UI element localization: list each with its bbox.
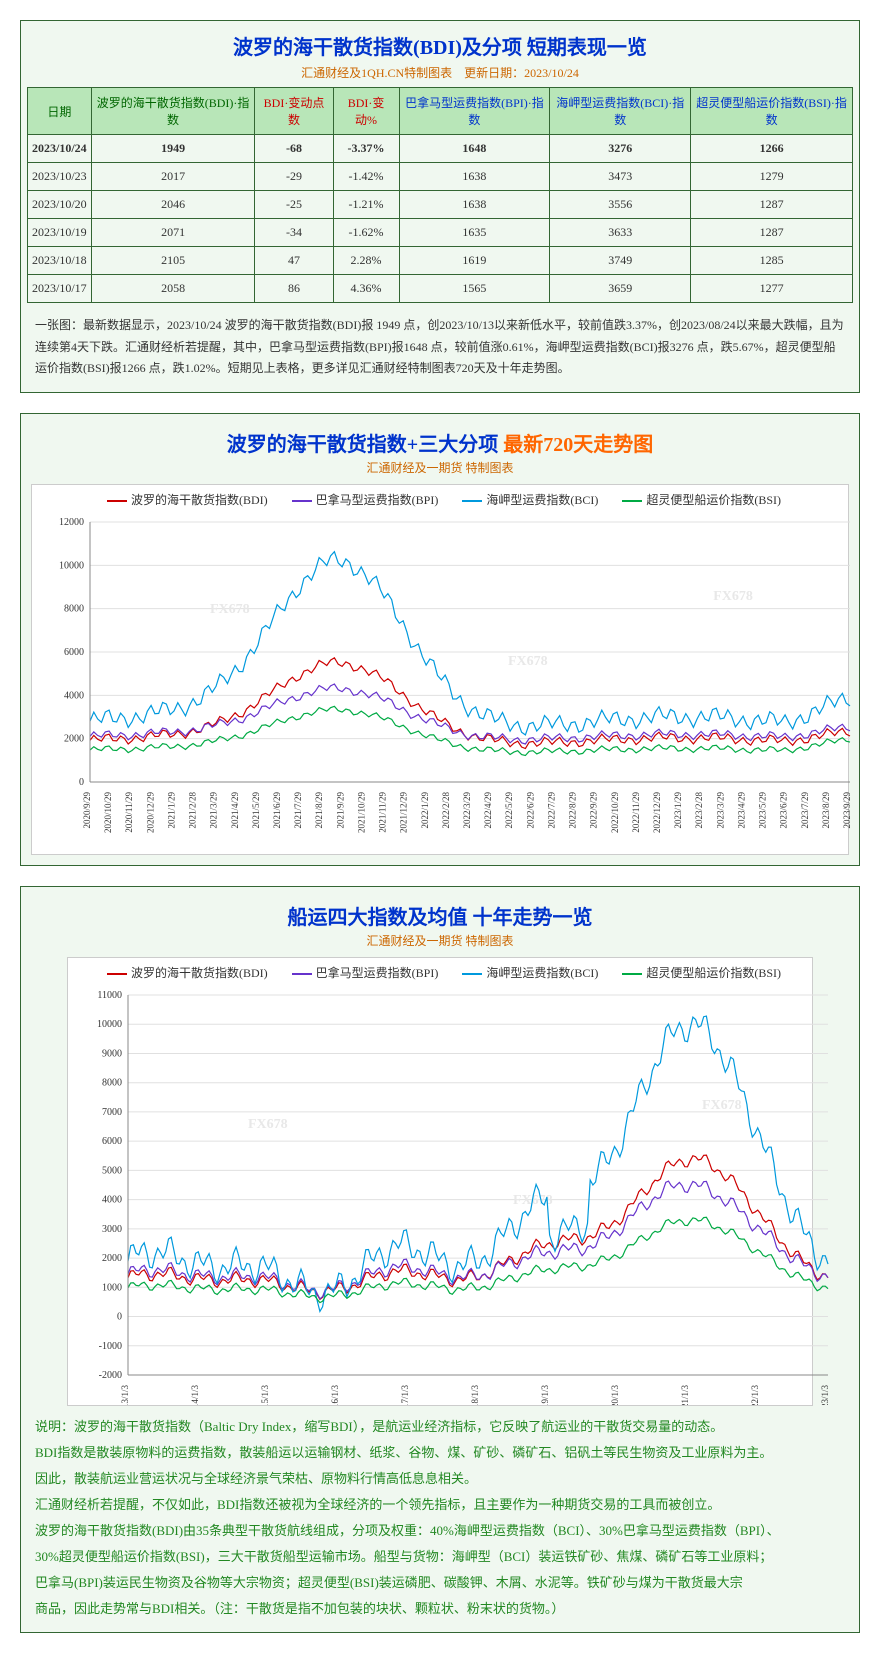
table-title: 波罗的海干散货指数(BDI)及分项 短期表现一览: [27, 31, 853, 60]
chart-720-legend: 波罗的海干散货指数(BDI)巴拿马型运费指数(BPI)海岬型运费指数(BCI)超…: [32, 491, 848, 508]
svg-text:2021/8/29: 2021/8/29: [314, 791, 324, 828]
svg-text:2022/10/29: 2022/10/29: [610, 791, 620, 833]
svg-text:2014/1/3: 2014/1/3: [190, 1384, 200, 1404]
chart-10y-panel: 船运四大指数及均值 十年走势一览 汇通财经及一期货 特制图表 波罗的海干散货指数…: [20, 886, 860, 1633]
svg-text:2023/7/29: 2023/7/29: [800, 791, 810, 828]
svg-text:2021/2/28: 2021/2/28: [188, 791, 198, 828]
svg-text:2021/5/29: 2021/5/29: [251, 791, 261, 828]
svg-text:2020/11/29: 2020/11/29: [124, 791, 134, 832]
svg-text:FX678: FX678: [248, 1117, 288, 1132]
table-footnote: 一张图：最新数据显示，2023/10/24 波罗的海干散货指数(BDI)报 19…: [27, 309, 853, 386]
svg-text:1000: 1000: [102, 1282, 122, 1293]
svg-text:2016/1/3: 2016/1/3: [330, 1384, 340, 1404]
svg-text:2020/1/3: 2020/1/3: [610, 1384, 620, 1404]
svg-text:2015/1/3: 2015/1/3: [260, 1384, 270, 1404]
svg-text:FX678: FX678: [508, 654, 548, 669]
svg-text:2021/7/29: 2021/7/29: [293, 791, 303, 828]
svg-text:2019/1/3: 2019/1/3: [540, 1384, 550, 1404]
svg-text:2021/4/29: 2021/4/29: [230, 791, 240, 828]
svg-text:2022/12/29: 2022/12/29: [652, 791, 662, 833]
chart-720-panel: 波罗的海干散货指数+三大分项 最新720天走势图 汇通财经及一期货 特制图表 波…: [20, 413, 860, 866]
svg-text:2021/11/29: 2021/11/29: [378, 791, 388, 832]
table-subtitle: 汇通财经及1QH.CN特制图表 更新日期：2023/10/24: [27, 64, 853, 81]
svg-text:2021/10/29: 2021/10/29: [356, 791, 366, 833]
svg-text:10000: 10000: [59, 560, 84, 571]
svg-text:2023/5/29: 2023/5/29: [758, 791, 768, 828]
svg-text:8000: 8000: [102, 1077, 122, 1088]
svg-text:4000: 4000: [102, 1194, 122, 1205]
svg-text:FX678: FX678: [210, 602, 250, 617]
svg-text:2022/5/29: 2022/5/29: [504, 791, 514, 828]
svg-text:2022/2/28: 2022/2/28: [441, 791, 451, 828]
svg-text:2023/1/29: 2023/1/29: [673, 791, 683, 828]
svg-text:0: 0: [79, 777, 84, 788]
svg-text:2021/3/29: 2021/3/29: [209, 791, 219, 828]
data-table: 日期波罗的海干散货指数(BDI)·指数BDI·变动点数BDI·变动%巴拿马型运费…: [27, 87, 853, 303]
svg-text:2023/1/3: 2023/1/3: [820, 1384, 830, 1404]
chart-720: 0 2000 4000 6000 8000 10000 12000 FX678 FX678 FX6…: [32, 514, 862, 854]
svg-text:2023/3/29: 2023/3/29: [715, 791, 725, 828]
svg-text:2013/1/3: 2013/1/3: [120, 1384, 130, 1404]
svg-text:2021/1/3: 2021/1/3: [680, 1384, 690, 1404]
svg-text:2023/6/29: 2023/6/29: [779, 791, 789, 828]
svg-text:2022/1/29: 2022/1/29: [420, 791, 430, 828]
svg-text:0: 0: [117, 1311, 122, 1322]
svg-text:2021/1/29: 2021/1/29: [166, 791, 176, 828]
svg-text:2000: 2000: [102, 1253, 122, 1264]
svg-text:2017/1/3: 2017/1/3: [400, 1384, 410, 1404]
svg-text:12000: 12000: [59, 517, 84, 528]
svg-text:6000: 6000: [64, 647, 84, 658]
svg-text:2022/3/29: 2022/3/29: [462, 791, 472, 828]
svg-text:2018/1/3: 2018/1/3: [470, 1384, 480, 1404]
chart-10y-legend: 波罗的海干散货指数(BDI)巴拿马型运费指数(BPI)海岬型运费指数(BCI)超…: [68, 964, 812, 981]
chart-10y: -2000 -1000 0 1000 2000 3000 4000 5000 6000 7000 8…: [68, 987, 848, 1405]
svg-text:5000: 5000: [102, 1165, 122, 1176]
svg-text:2020/9/29: 2020/9/29: [82, 791, 92, 828]
svg-text:6000: 6000: [102, 1136, 122, 1147]
svg-text:10000: 10000: [97, 1019, 122, 1030]
svg-text:8000: 8000: [64, 603, 84, 614]
svg-text:2022/6/29: 2022/6/29: [525, 791, 535, 828]
svg-text:2022/7/29: 2022/7/29: [546, 791, 556, 828]
description: 说明：波罗的海干散货指数（Baltic Dry Index，缩写BDI），是航运…: [27, 1410, 853, 1626]
svg-text:2022/4/29: 2022/4/29: [483, 791, 493, 828]
svg-text:2021/12/29: 2021/12/29: [399, 791, 409, 833]
svg-text:11000: 11000: [97, 990, 122, 1001]
svg-text:-2000: -2000: [99, 1370, 122, 1381]
svg-text:FX678: FX678: [702, 1098, 742, 1113]
svg-text:2020/10/29: 2020/10/29: [103, 791, 113, 833]
svg-text:2023/9/29: 2023/9/29: [842, 791, 852, 828]
svg-text:2023/2/28: 2023/2/28: [694, 791, 704, 828]
svg-text:2022/1/3: 2022/1/3: [750, 1384, 760, 1404]
svg-text:2023/4/29: 2023/4/29: [736, 791, 746, 828]
svg-text:2023/8/29: 2023/8/29: [821, 791, 831, 828]
table-panel: 波罗的海干散货指数(BDI)及分项 短期表现一览 汇通财经及1QH.CN特制图表…: [20, 20, 860, 393]
svg-text:FX678: FX678: [713, 589, 753, 604]
svg-text:-1000: -1000: [99, 1341, 122, 1352]
svg-text:4000: 4000: [64, 690, 84, 701]
svg-text:2022/8/29: 2022/8/29: [568, 791, 578, 828]
svg-text:2000: 2000: [64, 733, 84, 744]
svg-text:3000: 3000: [102, 1224, 122, 1235]
svg-text:7000: 7000: [102, 1107, 122, 1118]
svg-text:9000: 9000: [102, 1048, 122, 1059]
svg-text:2021/6/29: 2021/6/29: [272, 791, 282, 828]
svg-text:2021/9/29: 2021/9/29: [335, 791, 345, 828]
svg-text:2022/11/29: 2022/11/29: [631, 791, 641, 832]
svg-text:2022/9/29: 2022/9/29: [589, 791, 599, 828]
svg-text:2020/12/29: 2020/12/29: [145, 791, 155, 833]
